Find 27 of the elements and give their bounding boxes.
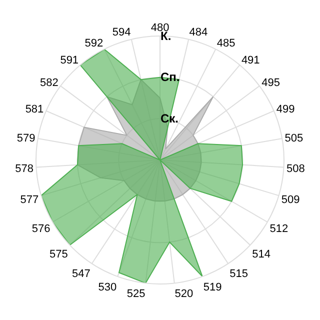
spoke-label: 509 [281,194,300,206]
spoke-label: 508 [286,162,305,175]
spoke-label: 491 [241,54,260,67]
spoke-label: 499 [276,103,295,116]
spoke-label: 484 [189,26,208,38]
spoke-label: 520 [174,288,194,300]
spoke-label: 579 [16,132,36,144]
spoke-label: 514 [252,248,271,260]
spoke-label: 581 [25,103,44,116]
spoke-label: 578 [15,162,34,175]
spoke-label: 530 [98,282,117,294]
spoke-label: 591 [60,54,79,67]
spoke-label: 592 [84,38,104,50]
spoke-label: 525 [126,288,146,300]
spoke-label: 485 [216,38,236,50]
spoke-label: 512 [270,223,288,236]
spoke-label: 505 [284,132,304,144]
spoke-label: 519 [203,282,222,294]
spoke-label: 575 [49,248,68,260]
spoke-label: 515 [230,268,248,280]
spoke-label: 594 [112,26,131,38]
spoke-label: 577 [20,194,39,206]
spoke-label: 576 [32,223,50,236]
spoke-label: 495 [262,77,280,90]
spoke-label: 582 [40,77,58,90]
y-tick-label: Ск. [160,112,179,126]
spoke-label: 547 [72,268,90,280]
